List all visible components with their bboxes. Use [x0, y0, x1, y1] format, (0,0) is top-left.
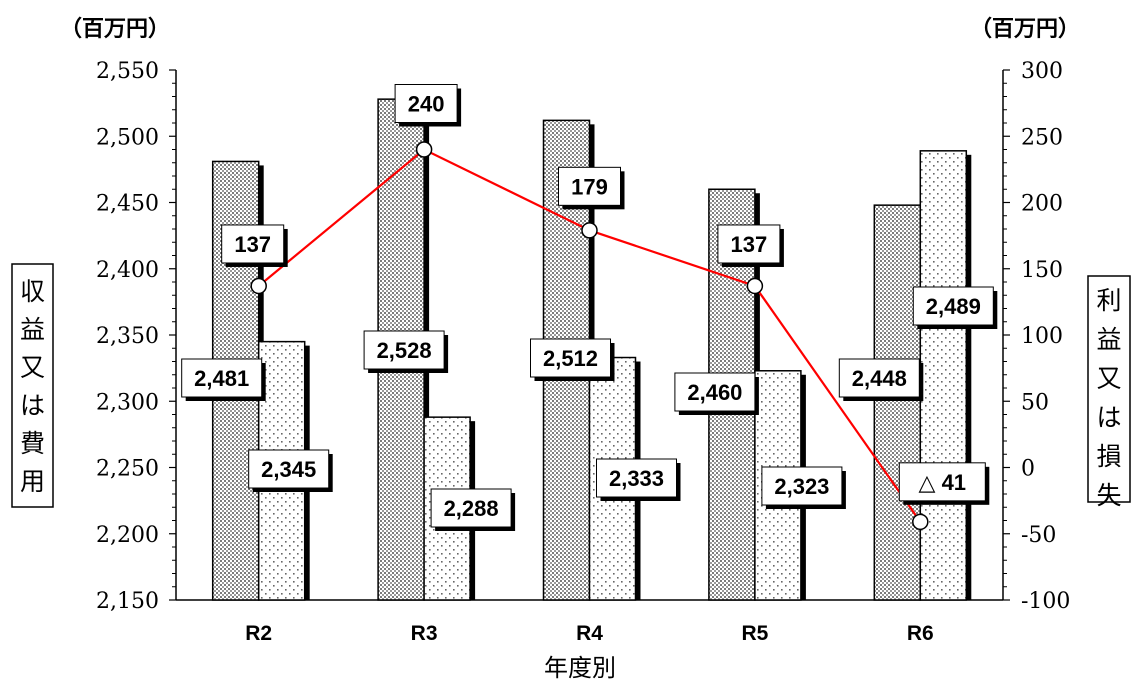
x-tick-label: R4: [576, 622, 603, 645]
profit-point: [912, 513, 929, 531]
revenue-data-label: 2,481: [181, 358, 266, 401]
revenue-data-label: 2,460: [674, 372, 759, 415]
left-tick-label: 2,350: [96, 324, 159, 349]
profit-point: [746, 277, 764, 295]
x-tick-label: R3: [411, 622, 438, 645]
left-axis-title: 収益又は費用: [11, 263, 54, 508]
label-box: [838, 358, 920, 398]
label-text: 137: [731, 232, 768, 257]
label-text: 2,489: [926, 294, 981, 319]
label-text: 2,333: [609, 466, 664, 491]
label-box: [717, 224, 781, 264]
label-box: [530, 338, 611, 378]
label-box: [674, 372, 756, 412]
label-text: 2,512: [543, 346, 598, 371]
x-tick-label: R6: [907, 622, 934, 645]
profit-point: [250, 277, 267, 295]
label-box: [430, 488, 512, 528]
revenue-data-label: 2,448: [838, 358, 924, 401]
svg-text:利益又は損失: 利益又は損失: [1096, 286, 1121, 510]
left-axis-unit: （百万円）: [60, 17, 170, 42]
label-box: [181, 358, 263, 398]
bar-revenue: [873, 204, 922, 601]
profit-line: [250, 141, 929, 531]
axes: 2,150 2,200 2,250 2,300 2,350 2,400 2,450 2,500…: [96, 59, 1070, 645]
left-tick-label: 2,300: [96, 390, 159, 415]
label-text: 2,528: [377, 338, 432, 363]
revenue-data-label: 2,528: [363, 330, 449, 373]
left-tick-label: 2,200: [96, 523, 159, 548]
expense-data-label: 2,288: [430, 488, 516, 531]
label-box: [898, 462, 986, 502]
right-tick-label: 250: [1021, 125, 1063, 150]
profit-data-label: △ 41: [898, 462, 990, 505]
label-box: [394, 84, 458, 123]
label-text: 2,448: [852, 366, 907, 391]
expense-data-label: 2,333: [596, 458, 681, 501]
profit-data-label: 240: [394, 84, 462, 127]
label-text: 2,481: [194, 366, 249, 391]
left-tick-label: 2,250: [96, 457, 159, 482]
label-text: 2,323: [774, 474, 829, 499]
left-tick-label: 2,450: [96, 192, 159, 217]
label-box: [248, 449, 330, 489]
right-tick-label: 0: [1021, 457, 1035, 482]
data-labels: 2,481 2,345 2,528 2,288 2,512 2,333 2,460 2,323…: [181, 84, 998, 531]
left-tick-label: 2,400: [96, 258, 159, 283]
right-axis-title: 利益又は損失: [1087, 275, 1131, 510]
expense-data-label: 2,323: [761, 466, 846, 509]
right-tick-label: -100: [1021, 589, 1070, 614]
label-box: [363, 330, 445, 370]
profit-data-label: 137: [221, 224, 288, 267]
expense-data-label: 2,489: [912, 286, 998, 329]
revenue-data-label: 2,512: [530, 338, 615, 381]
bar-expense: [919, 150, 968, 601]
right-tick-label: 200: [1021, 192, 1063, 217]
label-text: 240: [408, 92, 445, 117]
label-text: 137: [234, 232, 271, 257]
profit-point: [415, 141, 433, 158]
label-box: [912, 286, 994, 326]
label-box: [221, 224, 285, 264]
right-tick-label: 300: [1021, 59, 1063, 84]
expense-data-label: 2,345: [248, 449, 333, 492]
label-text: 179: [571, 174, 608, 199]
profit-data-label: 179: [558, 166, 625, 210]
right-tick-label: 150: [1021, 258, 1063, 283]
left-tick-label: 2,550: [96, 59, 159, 84]
profit-data-label: 137: [717, 224, 784, 267]
label-box: [596, 458, 677, 498]
label-text: 2,345: [261, 457, 316, 482]
label-text: 2,460: [687, 380, 742, 405]
right-tick-label: 100: [1021, 324, 1063, 349]
label-box: [761, 466, 843, 506]
left-tick-label: 2,500: [96, 125, 159, 150]
left-tick-label: 2,150: [96, 589, 159, 614]
profit-point: [581, 222, 598, 239]
x-axis-title: 年度別: [544, 654, 616, 682]
label-text: 2,288: [444, 496, 499, 521]
x-tick-label: R5: [741, 622, 768, 645]
right-tick-label: -50: [1021, 523, 1056, 548]
label-text: △ 41: [919, 470, 967, 495]
right-axis-unit: （百万円）: [970, 17, 1080, 42]
x-tick-label: R2: [245, 622, 272, 645]
svg-text:収益又は費用: 収益又は費用: [20, 277, 45, 496]
right-tick-label: 50: [1021, 390, 1049, 415]
label-box: [558, 166, 621, 206]
